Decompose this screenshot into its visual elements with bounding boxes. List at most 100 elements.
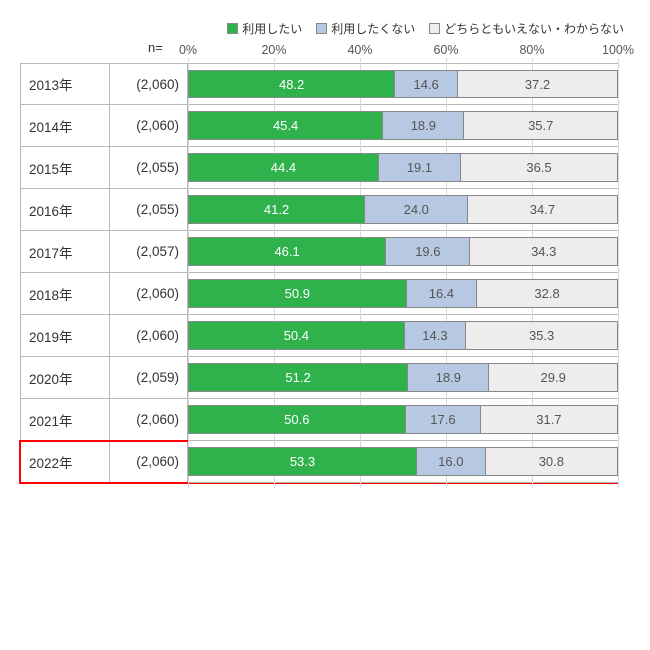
n-value: (2,057) [110,231,188,273]
table-row: 2021年(2,060)50.617.631.7 [20,399,618,441]
bar-segment: 18.9 [408,363,489,392]
bar-cell: 50.414.335.3 [188,315,618,357]
table-row: 2013年(2,060)48.214.637.2 [20,63,618,105]
stacked-bar-chart: 利用したい 利用したくない どちらともいえない・わからない n= 0% 20% 40% 6… [20,20,630,483]
year-label: 2015年 [20,147,110,189]
bar-segment: 31.7 [481,405,617,434]
legend-swatch [227,23,238,34]
bar-segment: 19.6 [386,237,470,266]
bar-segment: 29.9 [489,363,618,392]
bar-segment: 30.8 [486,447,618,476]
bar-segment: 48.2 [188,70,395,98]
axis-tick: 100% [602,43,634,57]
year-label: 2018年 [20,273,110,315]
bar-segment: 46.1 [188,237,386,266]
bar-segment: 41.2 [188,195,365,224]
axis-tick: 40% [347,43,372,57]
x-axis: 0%20%40%60%80%100% [188,43,618,63]
legend-item: どちらともいえない・わからない [429,20,624,37]
n-header: n= [148,40,163,55]
n-value: (2,055) [110,189,188,231]
year-label: 2019年 [20,315,110,357]
n-value: (2,060) [110,399,188,441]
bar-cell: 41.224.034.7 [188,189,618,231]
year-label: 2022年 [20,441,110,483]
legend-swatch [316,23,327,34]
bar-segment: 16.4 [407,279,477,308]
bar-segment: 36.5 [461,153,618,182]
chart-rows: 2013年(2,060)48.214.637.22014年(2,060)45.4… [20,63,618,483]
bar-segment: 51.2 [188,363,408,392]
stacked-bar: 50.617.631.7 [188,405,618,434]
n-value: (2,060) [110,63,188,105]
legend-label: どちらともいえない・わからない [444,20,624,37]
year-label: 2014年 [20,105,110,147]
table-row: 2019年(2,060)50.414.335.3 [20,315,618,357]
n-value: (2,060) [110,105,188,147]
legend-label: 利用したい [242,20,302,37]
stacked-bar: 50.916.432.8 [188,279,618,308]
table-row: 2014年(2,060)45.418.935.7 [20,105,618,147]
bar-segment: 14.3 [405,321,466,350]
bar-segment: 34.3 [470,237,617,266]
table-row: 2016年(2,055)41.224.034.7 [20,189,618,231]
table-row: 2022年(2,060)53.316.030.8 [20,441,618,483]
axis-tick: 60% [433,43,458,57]
bar-cell: 53.316.030.8 [188,441,618,483]
axis-tick: 20% [261,43,286,57]
bar-segment: 53.3 [188,447,417,476]
bar-segment: 24.0 [365,195,468,224]
bar-segment: 50.9 [188,279,407,308]
bar-segment: 37.2 [458,70,618,98]
bar-segment: 44.4 [188,153,379,182]
legend: 利用したい 利用したくない どちらともいえない・わからない [20,20,630,37]
year-label: 2017年 [20,231,110,273]
stacked-bar: 53.316.030.8 [188,447,618,476]
n-value: (2,055) [110,147,188,189]
stacked-bar: 51.218.929.9 [188,363,618,392]
bar-segment: 35.3 [466,321,618,350]
table-row: 2018年(2,060)50.916.432.8 [20,273,618,315]
bar-segment: 32.8 [477,279,618,308]
stacked-bar: 41.224.034.7 [188,195,618,224]
stacked-bar: 50.414.335.3 [188,321,618,350]
legend-label: 利用したくない [331,20,415,37]
bar-segment: 34.7 [468,195,617,224]
stacked-bar: 44.419.136.5 [188,153,618,182]
legend-item: 利用したくない [316,20,415,37]
axis-tick: 80% [519,43,544,57]
stacked-bar: 46.119.634.3 [188,237,618,266]
bar-cell: 50.916.432.8 [188,273,618,315]
n-value: (2,060) [110,273,188,315]
bar-cell: 51.218.929.9 [188,357,618,399]
bar-segment: 35.7 [464,111,618,140]
bar-segment: 16.0 [417,447,486,476]
stacked-bar: 45.418.935.7 [188,111,618,140]
bar-segment: 50.4 [188,321,405,350]
bar-segment: 19.1 [379,153,461,182]
legend-item: 利用したい [227,20,302,37]
table-row: 2015年(2,055)44.419.136.5 [20,147,618,189]
bar-cell: 48.214.637.2 [188,63,618,105]
bar-segment: 18.9 [383,111,464,140]
table-row: 2020年(2,059)51.218.929.9 [20,357,618,399]
bar-segment: 50.6 [188,405,406,434]
bar-segment: 45.4 [188,111,383,140]
year-label: 2013年 [20,63,110,105]
bar-cell: 44.419.136.5 [188,147,618,189]
n-value: (2,060) [110,315,188,357]
bar-cell: 46.119.634.3 [188,231,618,273]
bar-cell: 45.418.935.7 [188,105,618,147]
bar-cell: 50.617.631.7 [188,399,618,441]
n-value: (2,059) [110,357,188,399]
year-label: 2021年 [20,399,110,441]
axis-tick: 0% [179,43,197,57]
year-label: 2020年 [20,357,110,399]
stacked-bar: 48.214.637.2 [188,70,618,98]
year-label: 2016年 [20,189,110,231]
table-row: 2017年(2,057)46.119.634.3 [20,231,618,273]
bar-segment: 17.6 [406,405,482,434]
legend-swatch [429,23,440,34]
bar-segment: 14.6 [395,70,458,98]
n-value: (2,060) [110,441,188,483]
